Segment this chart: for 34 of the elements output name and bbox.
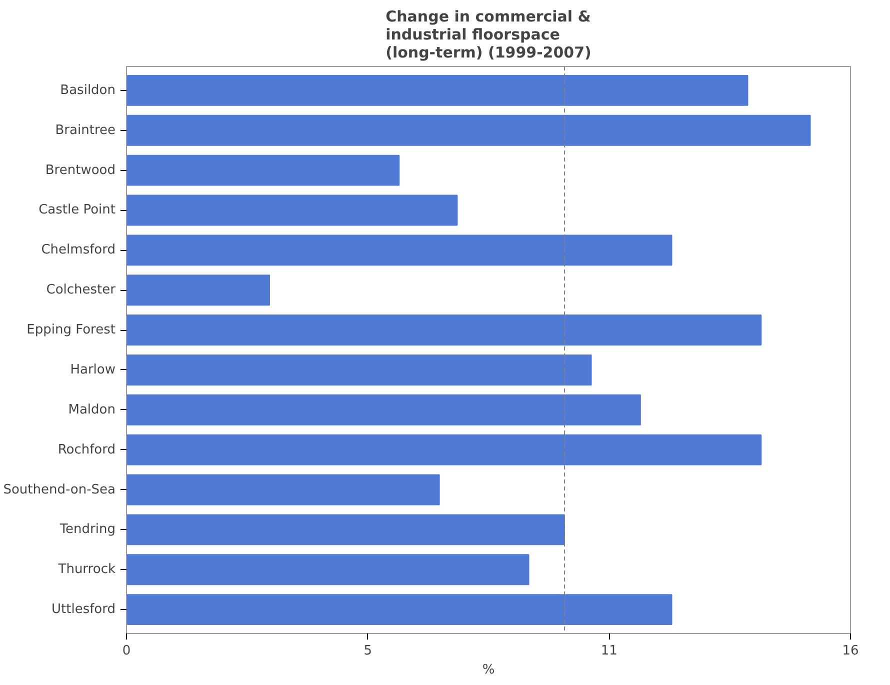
bar — [126, 514, 565, 546]
bar — [126, 114, 811, 146]
x-tick-label: 11 — [600, 644, 618, 658]
y-tick-label: Epping Forest — [26, 322, 116, 338]
y-tick-label: Tendring — [58, 522, 116, 538]
y-tick-label: Uttlesford — [52, 602, 116, 618]
y-tick-label: Basildon — [60, 82, 116, 98]
bar — [126, 194, 458, 226]
bar — [126, 154, 400, 186]
y-tick-label: Southend-on-Sea — [3, 482, 116, 498]
bar — [126, 394, 641, 426]
y-tick-label: Rochford — [58, 442, 116, 458]
bar — [126, 274, 270, 306]
x-tick-label: 0 — [122, 644, 131, 658]
bar — [126, 434, 762, 466]
bar — [126, 594, 672, 626]
bar — [126, 554, 530, 586]
bar — [126, 314, 762, 346]
x-tick-label: 5 — [364, 644, 372, 658]
bar — [126, 354, 592, 386]
y-tick-label: Colchester — [46, 282, 116, 298]
bar — [126, 74, 748, 106]
bar — [126, 234, 672, 266]
y-tick-label: Braintree — [55, 122, 116, 138]
y-tick-label: Maldon — [68, 402, 116, 418]
y-tick-label: Chelmsford — [41, 242, 116, 258]
y-tick-label: Brentwood — [45, 162, 116, 178]
y-tick-label: Thurrock — [57, 562, 116, 578]
y-tick-label: Harlow — [70, 362, 116, 378]
y-tick-label: Castle Point — [38, 202, 116, 218]
bar — [126, 474, 440, 506]
x-tick-label: 16 — [842, 644, 859, 658]
chart-title: Change in commercial & industrial floorspace (long-term) (1999-2007) — [386, 8, 592, 62]
x-axis-title: % — [482, 662, 495, 678]
